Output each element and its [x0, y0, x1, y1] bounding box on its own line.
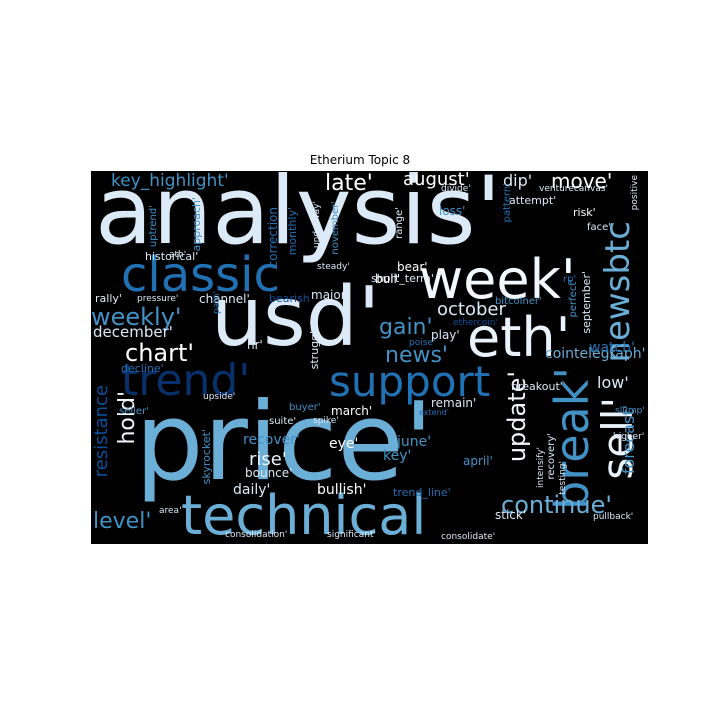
word: face'	[587, 222, 612, 233]
word: key_highlight'	[111, 171, 229, 191]
word: bearish	[269, 292, 310, 305]
word: underway'	[312, 201, 322, 249]
word: trend'	[121, 355, 251, 406]
word: resistance	[91, 385, 112, 478]
word: price'	[135, 380, 434, 505]
word: june'	[397, 434, 432, 450]
word: major'	[311, 288, 349, 302]
word: ethercoin'	[453, 318, 498, 328]
word: week'	[419, 248, 576, 311]
word: bull'	[375, 272, 401, 286]
word: technical	[181, 484, 427, 544]
word: stick'	[495, 508, 527, 522]
word: april'	[463, 454, 493, 468]
word: remain'	[431, 396, 477, 410]
word: analysis'	[95, 171, 502, 266]
word: poise'	[409, 338, 436, 348]
word: daily'	[233, 482, 271, 498]
word: august'	[403, 171, 470, 190]
word: march'	[331, 404, 373, 418]
word: significant'	[327, 530, 376, 540]
word: eye'	[329, 436, 359, 452]
word: venturecanvas'	[539, 184, 609, 194]
word: october	[437, 299, 506, 320]
word: consolidate'	[441, 532, 496, 542]
word: pressure'	[137, 294, 179, 304]
word: play'	[431, 328, 460, 342]
word: november'	[330, 201, 341, 255]
word: eth'	[467, 306, 571, 369]
word: divide'	[441, 184, 471, 194]
word: steady'	[317, 262, 350, 272]
word: area'	[159, 506, 182, 516]
word: slump'	[615, 406, 645, 416]
word: approach'	[190, 197, 203, 252]
word: historical'	[145, 250, 199, 263]
word: pattern'	[502, 183, 513, 223]
word: short_term'	[371, 272, 434, 285]
word: december'	[93, 323, 173, 341]
word: rp'	[563, 274, 577, 285]
word: move'	[551, 171, 613, 193]
word: hold'	[115, 391, 140, 445]
word: buyer'	[289, 402, 321, 413]
word: watch'	[589, 340, 635, 356]
word: extend'	[419, 408, 449, 417]
word: trend_line'	[393, 486, 451, 499]
word: recover'	[243, 432, 300, 448]
word: attempt'	[509, 194, 557, 207]
word: continue'	[501, 491, 612, 519]
word: testing'	[558, 461, 568, 495]
word: usd'	[211, 270, 381, 365]
word: bullish'	[317, 482, 367, 498]
word: consolidation'	[225, 530, 288, 540]
chart-title: Etherium Topic 8	[309, 153, 411, 167]
word: spike'	[313, 416, 339, 426]
word: monthly'	[286, 207, 299, 256]
word: upside'	[203, 392, 236, 402]
word: rally'	[95, 292, 122, 305]
word: path'	[212, 291, 222, 314]
word: recovery'	[546, 433, 557, 480]
word: correction	[266, 207, 280, 268]
word: september'	[580, 271, 593, 334]
word: decline'	[121, 362, 164, 375]
word: intensify'	[536, 447, 546, 488]
word: range'	[394, 207, 405, 239]
word: news'	[385, 343, 448, 368]
word: struggle'	[308, 321, 321, 370]
word: gain'	[379, 315, 433, 340]
word: rise'	[249, 449, 287, 470]
word: suite'	[269, 416, 297, 427]
word: level'	[93, 509, 152, 534]
word-cloud: analysis' usd' price' technical week' et…	[91, 171, 648, 544]
word: dip'	[503, 171, 533, 190]
word: higher'	[613, 432, 645, 442]
word: bounce'	[245, 466, 293, 480]
word: hr'	[247, 338, 263, 352]
word: classic	[121, 247, 280, 303]
word: risk'	[573, 206, 596, 219]
word: cointelegraph'	[545, 346, 646, 362]
word: seller'	[119, 406, 149, 417]
word: low'	[597, 373, 629, 392]
word: ath'	[169, 250, 187, 260]
word: skyrocket'	[200, 429, 213, 485]
word: positive	[630, 175, 640, 211]
word: bitcoiner'	[495, 296, 542, 307]
word: channel'	[199, 292, 250, 306]
word: breakout'	[511, 380, 563, 393]
word: key'	[383, 448, 412, 464]
word: weekly'	[91, 303, 182, 331]
word: support	[329, 357, 491, 406]
word: loss'	[439, 204, 466, 218]
word: chart'	[125, 339, 194, 367]
word: pullback'	[593, 512, 634, 522]
word: uptrend'	[148, 205, 159, 248]
word: late'	[325, 171, 373, 196]
word: bear'	[397, 260, 428, 274]
